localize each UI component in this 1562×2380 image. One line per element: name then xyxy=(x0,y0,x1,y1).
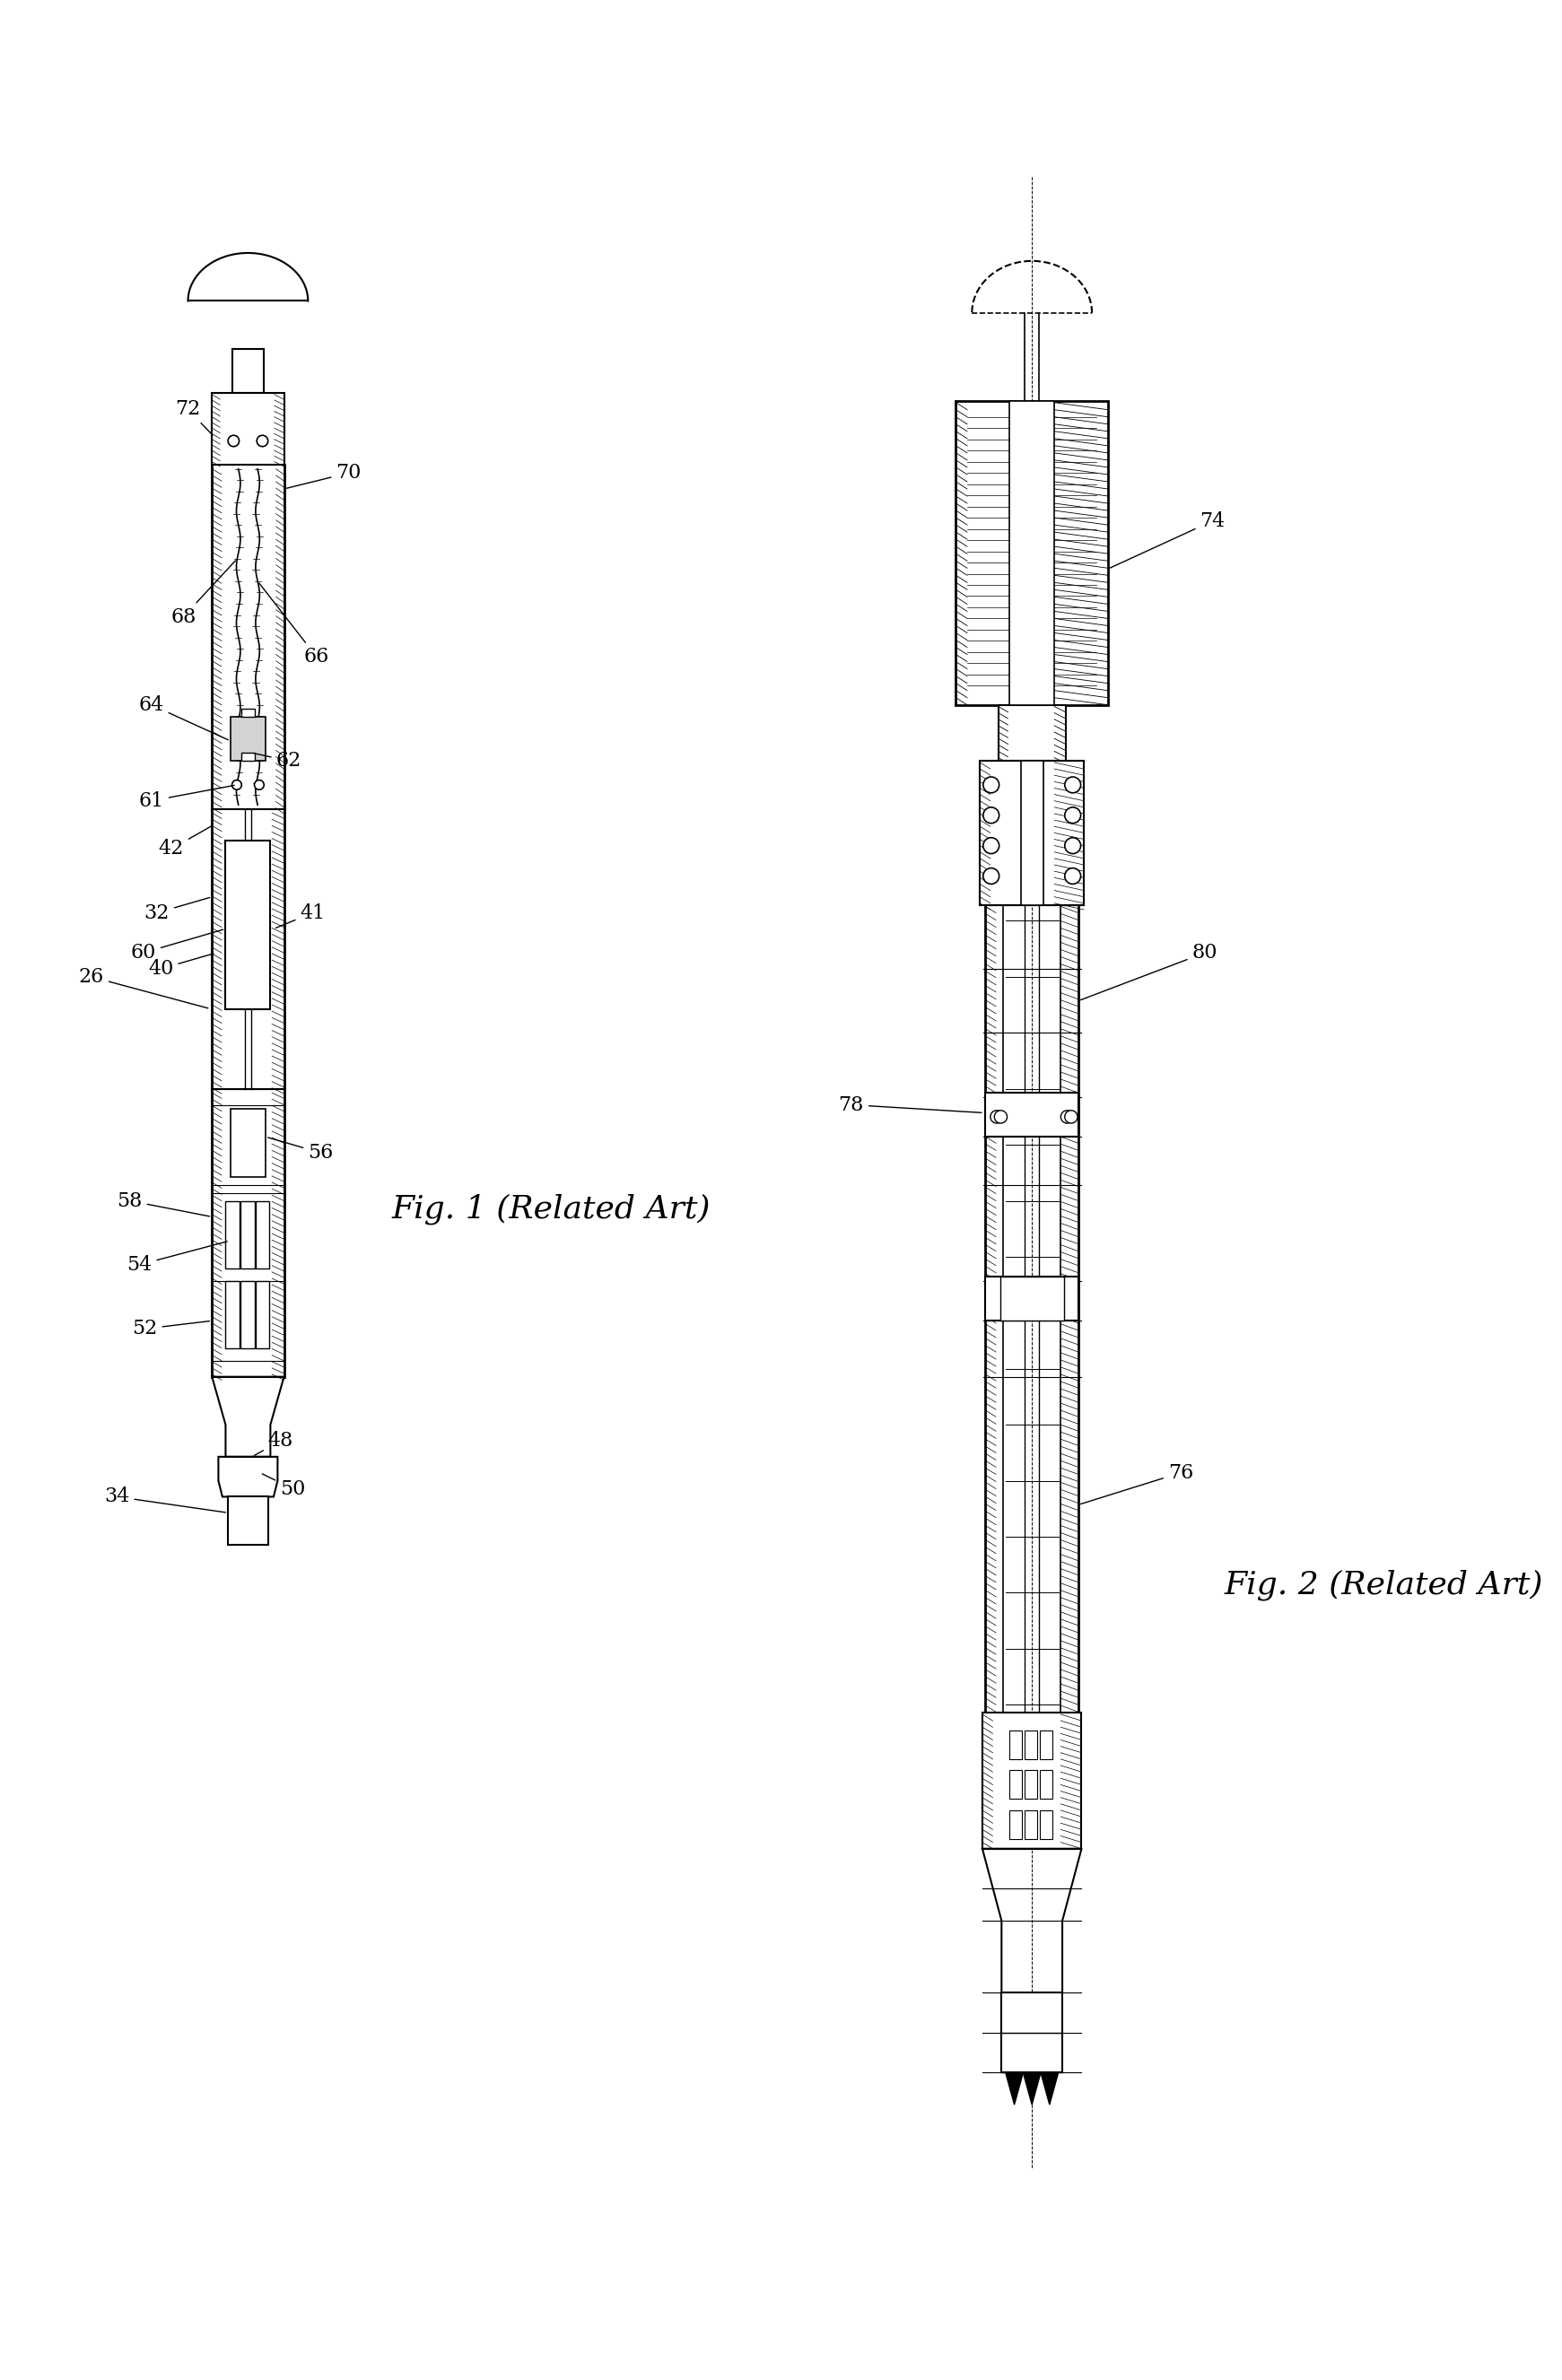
Bar xyxy=(986,1276,1078,1321)
Text: 62: 62 xyxy=(255,752,301,771)
Bar xyxy=(241,1280,255,1349)
Bar xyxy=(1000,1276,1064,1321)
Text: 32: 32 xyxy=(144,897,209,923)
Circle shape xyxy=(1061,1111,1073,1123)
Circle shape xyxy=(1065,838,1081,854)
Circle shape xyxy=(995,1111,1007,1123)
Circle shape xyxy=(1065,1111,1078,1123)
Text: Fig. 2 (Related Art): Fig. 2 (Related Art) xyxy=(1225,1568,1543,1599)
Text: 74: 74 xyxy=(1111,512,1225,569)
Text: 64: 64 xyxy=(139,695,228,740)
Circle shape xyxy=(228,436,239,447)
Bar xyxy=(241,1202,255,1269)
Circle shape xyxy=(982,838,1000,854)
Text: 54: 54 xyxy=(127,1242,226,1276)
Text: 70: 70 xyxy=(286,464,361,488)
Polygon shape xyxy=(219,1457,278,1497)
Text: 48: 48 xyxy=(255,1430,294,1457)
Text: 41: 41 xyxy=(276,902,325,928)
Bar xyxy=(1025,1811,1037,1840)
Bar xyxy=(1025,1730,1037,1759)
Circle shape xyxy=(982,869,1000,883)
Text: 40: 40 xyxy=(148,954,214,978)
Bar xyxy=(230,1109,266,1176)
Text: 26: 26 xyxy=(78,966,208,1009)
Bar xyxy=(986,1092,1078,1138)
Bar xyxy=(225,840,270,1009)
Bar xyxy=(982,1714,1081,1849)
Bar xyxy=(225,1280,239,1349)
Polygon shape xyxy=(1040,2073,1059,2104)
Bar xyxy=(1009,400,1054,704)
Text: 60: 60 xyxy=(131,931,223,962)
Circle shape xyxy=(255,781,264,790)
Bar xyxy=(1009,1811,1023,1840)
Circle shape xyxy=(1065,776,1081,793)
Polygon shape xyxy=(1023,2073,1040,2104)
Text: 66: 66 xyxy=(259,583,330,666)
Text: 34: 34 xyxy=(105,1488,225,1511)
Text: 61: 61 xyxy=(139,785,234,812)
Bar xyxy=(998,704,1065,762)
Text: 68: 68 xyxy=(170,562,236,626)
Bar xyxy=(1009,1730,1023,1759)
Bar xyxy=(233,350,264,393)
Circle shape xyxy=(982,807,1000,823)
Text: Fig. 1 (Related Art): Fig. 1 (Related Art) xyxy=(392,1192,711,1223)
Circle shape xyxy=(1065,807,1081,823)
Circle shape xyxy=(982,776,1000,793)
Text: 52: 52 xyxy=(133,1319,209,1338)
Bar xyxy=(256,1280,270,1349)
Bar xyxy=(979,762,1084,904)
Bar xyxy=(1020,762,1043,904)
Bar xyxy=(242,709,255,716)
Bar xyxy=(1040,1771,1053,1799)
Bar xyxy=(256,1202,270,1269)
Bar xyxy=(225,1202,239,1269)
Text: 58: 58 xyxy=(117,1190,209,1216)
Text: 50: 50 xyxy=(262,1473,306,1499)
Text: 78: 78 xyxy=(839,1095,981,1114)
Bar xyxy=(1009,1771,1023,1799)
Bar xyxy=(230,716,266,762)
Bar xyxy=(212,393,284,464)
Bar xyxy=(1001,1992,1062,2073)
Text: 76: 76 xyxy=(1081,1464,1193,1504)
Circle shape xyxy=(233,781,242,790)
Polygon shape xyxy=(1006,2073,1023,2104)
Text: 80: 80 xyxy=(1081,942,1217,1000)
Bar xyxy=(1040,1811,1053,1840)
Text: 56: 56 xyxy=(269,1138,333,1164)
Bar xyxy=(228,1497,269,1545)
Circle shape xyxy=(256,436,269,447)
Circle shape xyxy=(990,1111,1003,1123)
Bar xyxy=(1025,1771,1037,1799)
Text: 72: 72 xyxy=(175,400,212,436)
Text: 42: 42 xyxy=(159,826,211,859)
Bar xyxy=(242,752,255,762)
Bar xyxy=(956,400,1107,704)
Circle shape xyxy=(1065,869,1081,883)
Bar xyxy=(1040,1730,1053,1759)
